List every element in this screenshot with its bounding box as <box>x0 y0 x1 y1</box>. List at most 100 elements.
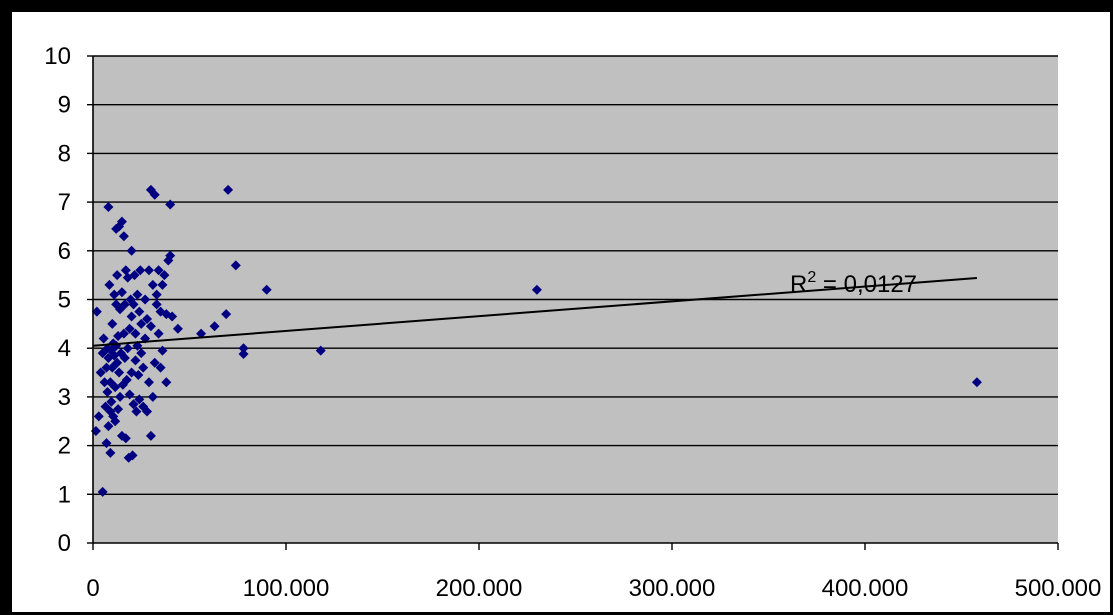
data-point <box>155 362 166 373</box>
data-point <box>135 265 146 276</box>
y-tick-label: 8 <box>58 140 71 167</box>
data-point <box>145 430 156 441</box>
data-point <box>128 299 139 310</box>
data-point <box>971 377 982 388</box>
data-point <box>116 216 127 227</box>
data-point <box>128 399 139 410</box>
data-point <box>151 299 162 310</box>
data-point <box>153 265 164 276</box>
data-point <box>157 345 168 356</box>
x-tick-label: 100.000 <box>243 575 330 602</box>
y-tick-label: 0 <box>58 530 71 557</box>
y-tick-label: 9 <box>58 92 71 119</box>
data-point <box>196 328 207 339</box>
y-axis-ticks: 0 1 2 3 4 5 6 7 8 9 10 <box>44 43 93 557</box>
data-point <box>136 318 147 329</box>
data-point <box>129 270 140 281</box>
data-point <box>238 349 249 360</box>
data-point <box>165 250 176 261</box>
data-point <box>103 201 114 212</box>
data-point <box>140 294 151 305</box>
y-tick-label: 10 <box>44 43 71 70</box>
data-point <box>124 389 135 400</box>
data-point <box>126 245 137 256</box>
data-point <box>119 352 130 363</box>
data-point <box>110 416 121 427</box>
data-point <box>142 313 153 324</box>
data-point <box>127 450 138 461</box>
data-point <box>149 357 160 368</box>
data-point <box>315 345 326 356</box>
data-point <box>91 306 102 317</box>
data-point <box>99 377 110 388</box>
data-point <box>153 328 164 339</box>
data-point <box>126 311 137 322</box>
data-point <box>122 343 133 354</box>
data-point <box>134 394 145 405</box>
data-point <box>113 404 124 415</box>
data-point <box>119 299 130 310</box>
y-tick-label: 1 <box>58 481 71 508</box>
data-point <box>172 323 183 334</box>
data-point <box>115 391 126 402</box>
data-point <box>106 396 117 407</box>
data-point <box>159 270 170 281</box>
data-point <box>130 328 141 339</box>
y-tick-label: 2 <box>58 433 71 460</box>
y-tick-label: 6 <box>58 238 71 265</box>
data-point <box>133 369 144 380</box>
y-tick-label: 3 <box>58 384 71 411</box>
data-point <box>143 265 154 276</box>
data-point <box>121 374 132 385</box>
data-point <box>132 289 143 300</box>
data-point <box>116 287 127 298</box>
x-tick-label: 300.000 <box>629 575 716 602</box>
data-point <box>131 406 142 417</box>
y-tick-label: 7 <box>58 189 71 216</box>
data-point <box>161 377 172 388</box>
x-tick-label: 0 <box>86 575 99 602</box>
data-point <box>142 406 153 417</box>
x-tick-label: 400.000 <box>822 575 909 602</box>
data-point <box>147 279 158 290</box>
data-point <box>104 279 115 290</box>
data-point <box>122 272 133 283</box>
data-point <box>124 323 135 334</box>
gridlines <box>93 55 1058 495</box>
y-tick-label: 4 <box>58 335 71 362</box>
data-point <box>143 377 154 388</box>
data-point <box>138 362 149 373</box>
data-point <box>223 184 234 195</box>
data-points <box>90 184 982 497</box>
data-point <box>145 321 156 332</box>
data-point <box>147 391 158 402</box>
data-point <box>109 289 120 300</box>
data-point <box>105 447 116 458</box>
x-tick-label: 500.000 <box>1015 575 1102 602</box>
data-point <box>107 318 118 329</box>
data-point <box>118 231 129 242</box>
data-point <box>165 199 176 210</box>
trendline-r-squared-label: R2 = 0,0127 <box>790 269 917 298</box>
data-point <box>101 438 112 449</box>
data-point <box>120 433 131 444</box>
data-point <box>114 367 125 378</box>
data-point <box>130 355 141 366</box>
data-point <box>230 260 241 271</box>
data-point <box>102 387 113 398</box>
data-point <box>531 284 542 295</box>
data-point <box>136 348 147 359</box>
data-point <box>157 279 168 290</box>
x-tick-label: 200.000 <box>436 575 523 602</box>
data-point <box>134 306 145 317</box>
data-point <box>103 421 114 432</box>
data-point <box>151 289 162 300</box>
data-point <box>110 382 121 393</box>
data-point <box>101 362 112 373</box>
data-point <box>221 309 232 320</box>
data-point <box>112 270 123 281</box>
data-point <box>93 411 104 422</box>
data-point <box>97 486 108 497</box>
data-point <box>120 265 131 276</box>
